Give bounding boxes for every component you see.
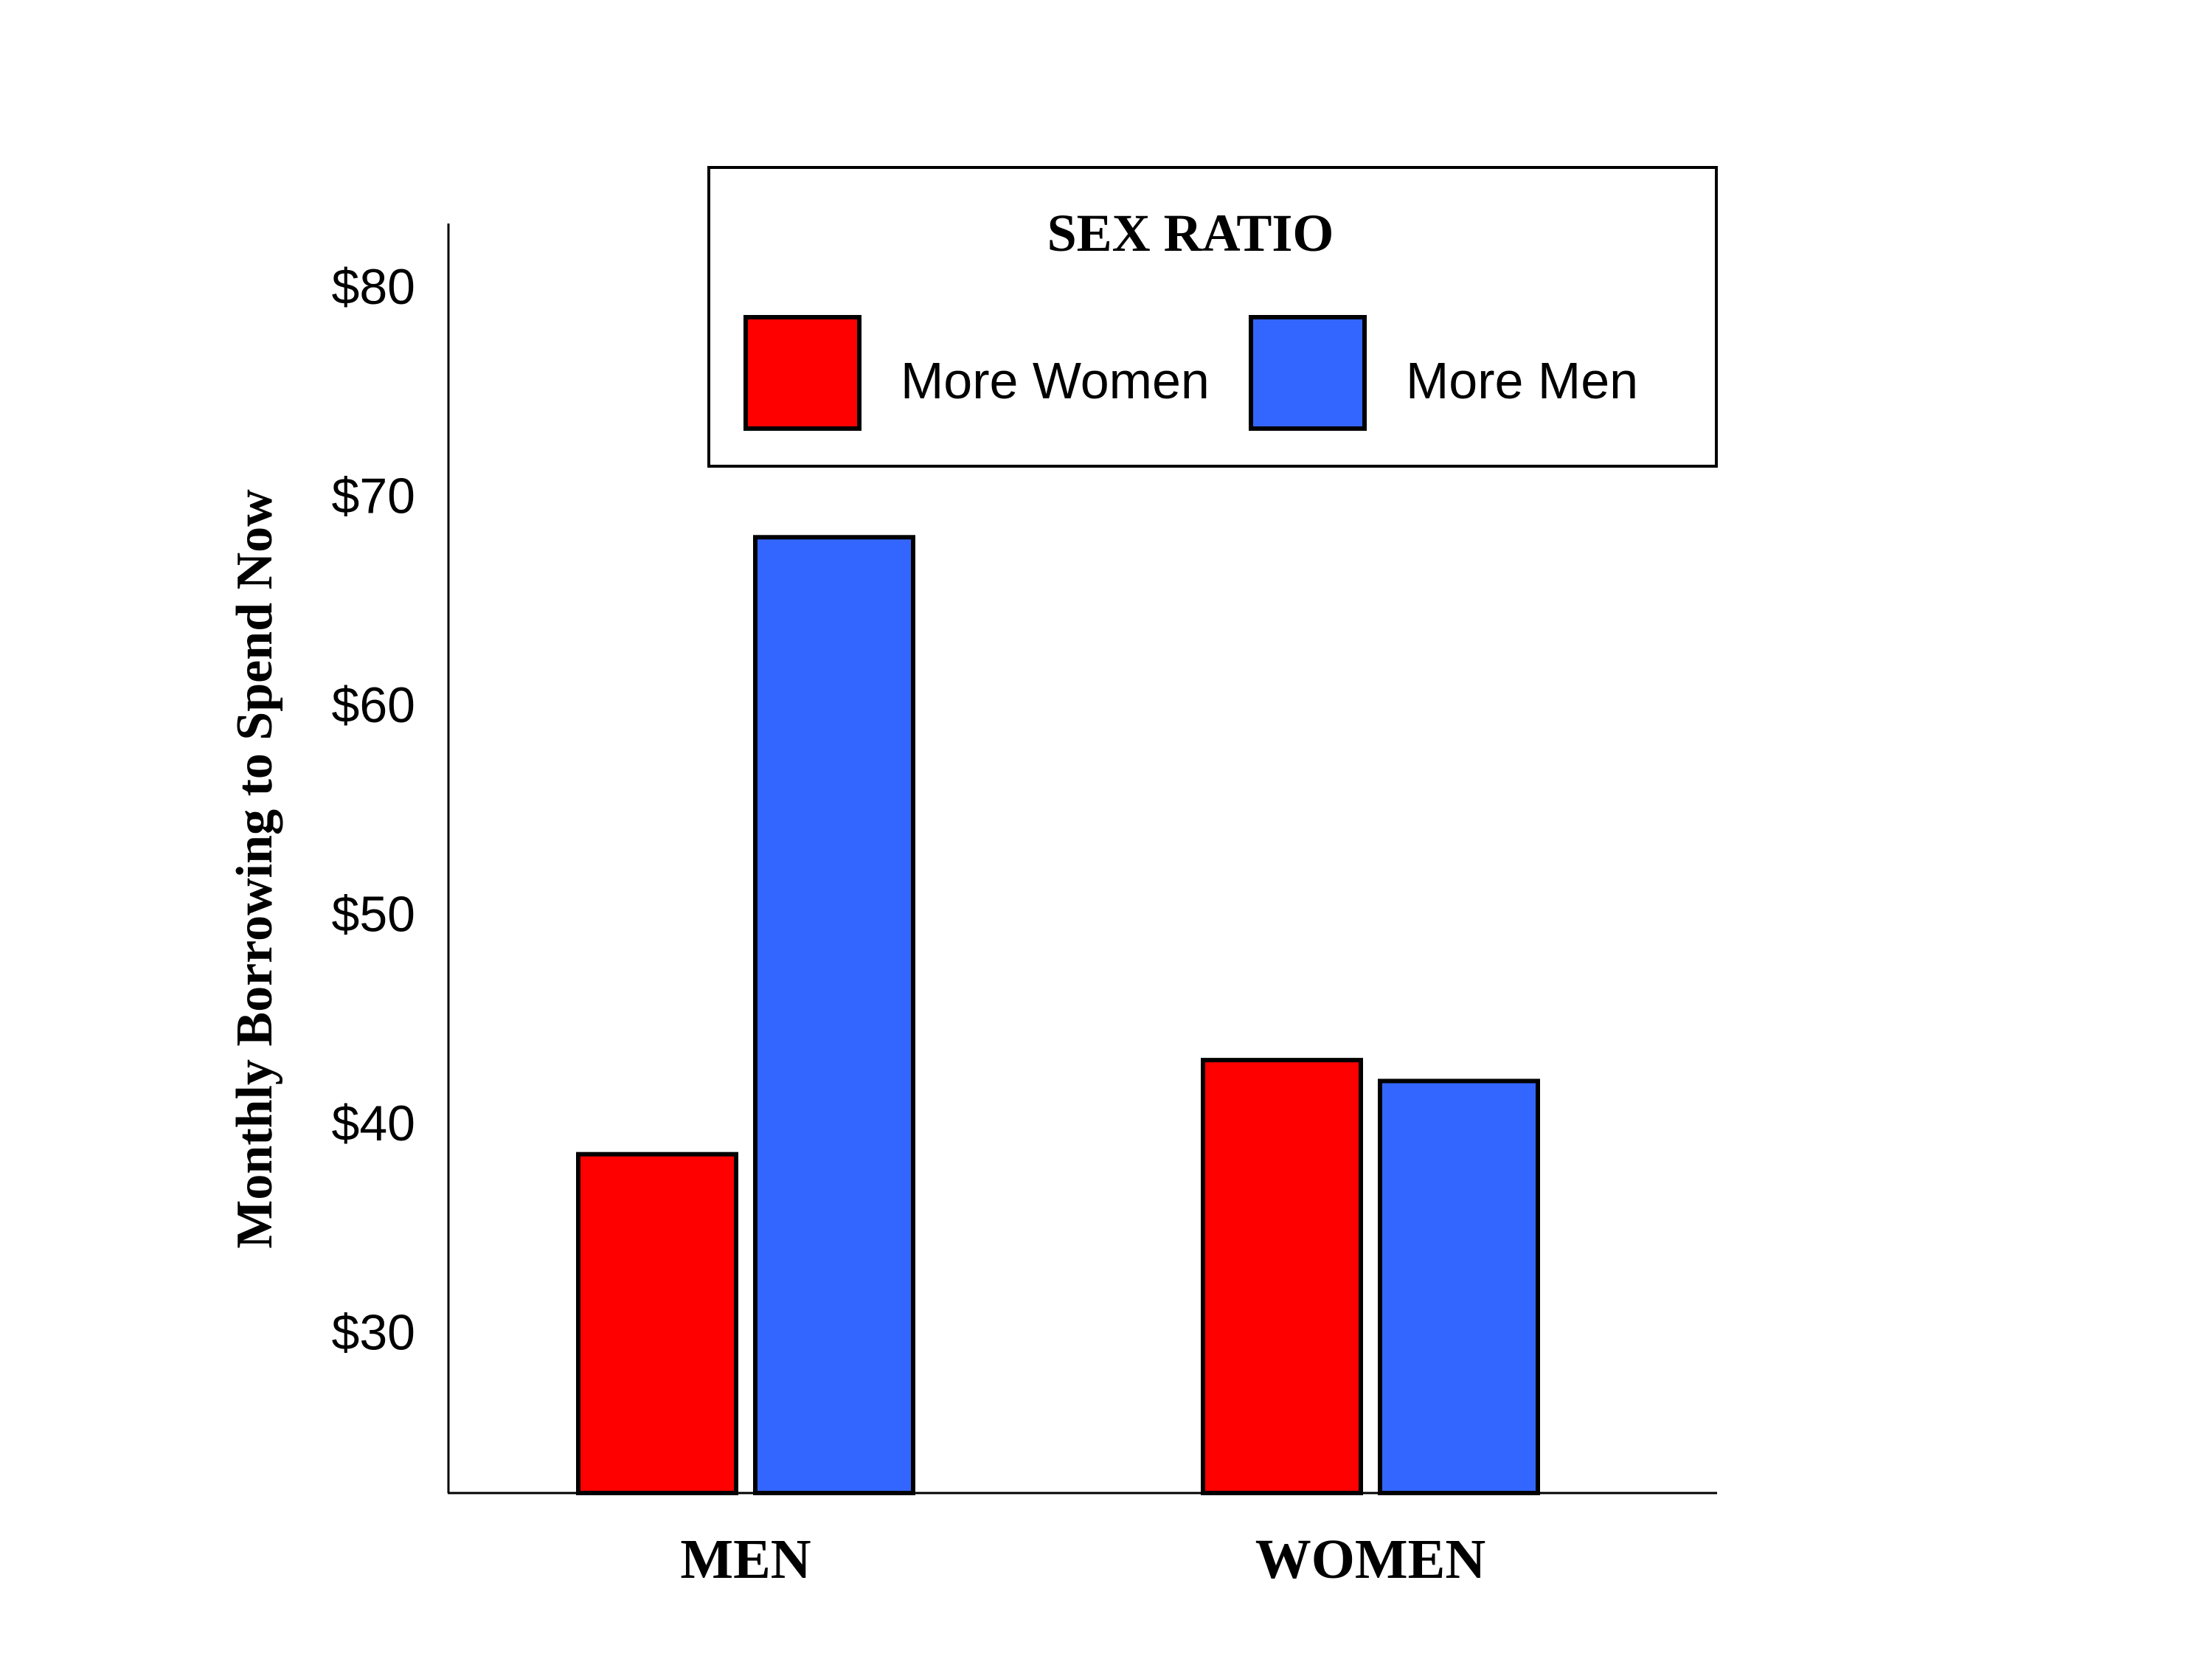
- legend-label-more-women: More Women: [901, 352, 1210, 409]
- legend-title: SEX RATIO: [1047, 204, 1334, 263]
- y-tick-label: $60: [332, 677, 415, 733]
- bars-group: [576, 535, 1540, 1496]
- bar-women-more-women: [1201, 1058, 1363, 1496]
- x-category-label: WOMEN: [1255, 1528, 1485, 1590]
- y-tick-label: $30: [332, 1305, 415, 1361]
- y-tick-label: $40: [332, 1095, 415, 1151]
- legend-swatch-more-men: [1249, 315, 1367, 431]
- legend-box: [707, 166, 1718, 468]
- x-category-label: MEN: [680, 1528, 811, 1590]
- bar-men-more-women: [576, 1151, 738, 1495]
- x-category-labels: MEN WOMEN: [680, 1528, 1485, 1590]
- y-tick-label: $80: [332, 259, 415, 315]
- bar-women-more-men: [1378, 1078, 1540, 1495]
- legend: SEX RATIO More Women More Men: [707, 166, 1718, 468]
- y-tick-label: $50: [332, 887, 415, 943]
- y-tick-label: $70: [332, 468, 415, 524]
- bar-men-more-men: [753, 535, 915, 1495]
- y-axis-label: Monthly Borrowing to Spend Now: [226, 489, 283, 1249]
- legend-label-more-men: More Men: [1406, 352, 1638, 409]
- legend-swatch-more-women: [743, 315, 861, 431]
- y-tick-labels: $30 $40 $50 $60 $70 $80: [332, 259, 415, 1361]
